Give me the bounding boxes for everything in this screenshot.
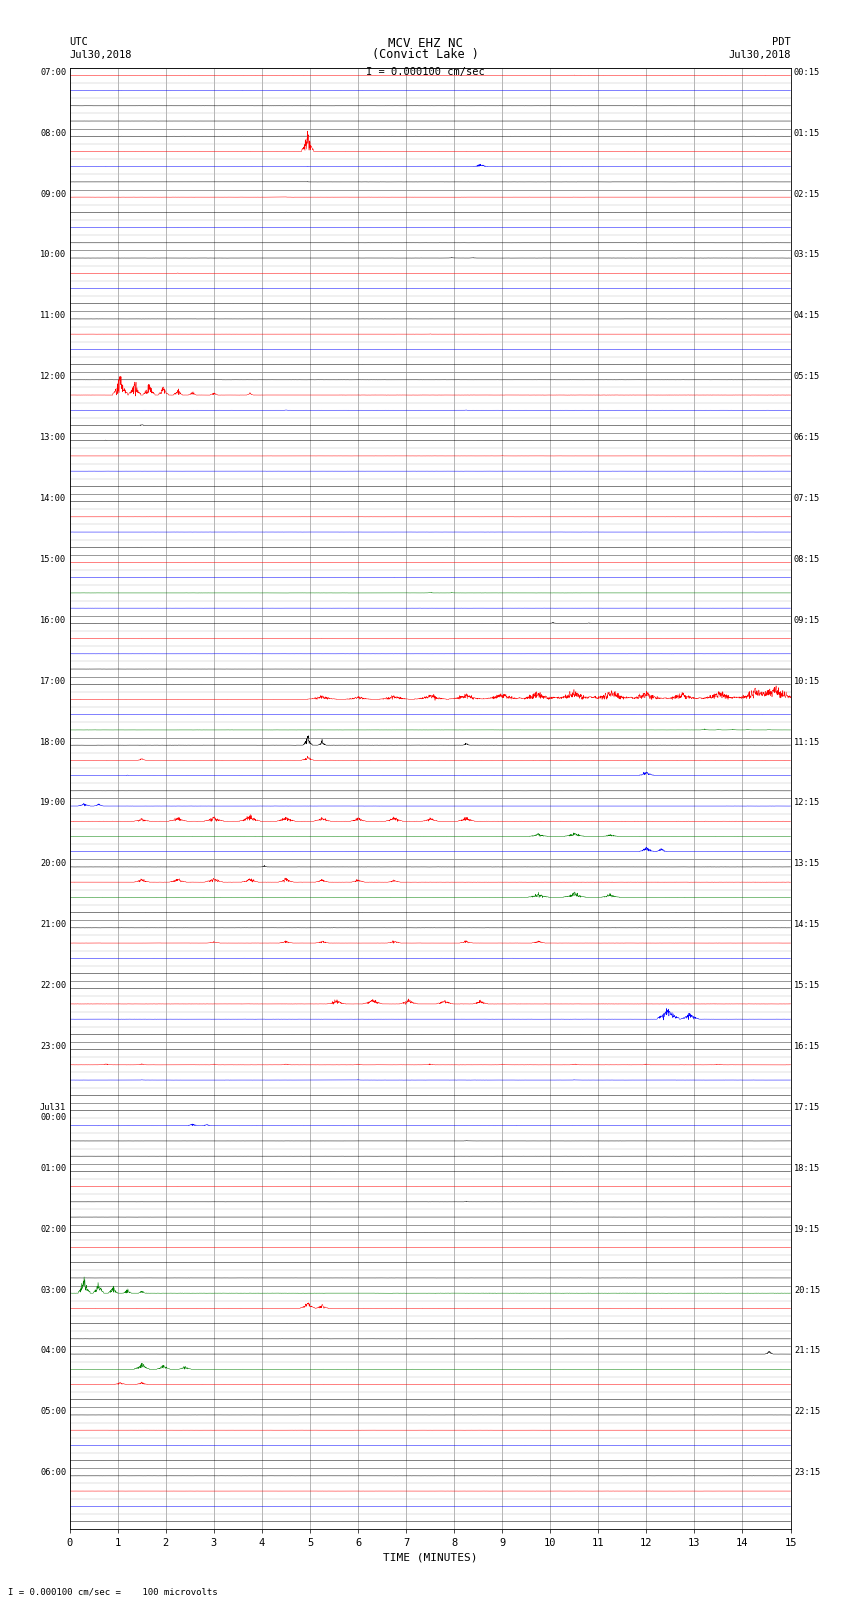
Text: 06:00: 06:00 [40,1468,66,1478]
Text: 16:00: 16:00 [40,616,66,624]
Text: 11:00: 11:00 [40,311,66,321]
Text: 08:00: 08:00 [40,129,66,137]
Text: 23:00: 23:00 [40,1042,66,1052]
Text: 17:00: 17:00 [40,677,66,686]
Text: 00:15: 00:15 [794,68,820,77]
Text: 05:00: 05:00 [40,1407,66,1416]
Text: Jul30,2018: Jul30,2018 [728,50,791,60]
Text: 02:15: 02:15 [794,190,820,198]
Text: 16:15: 16:15 [794,1042,820,1052]
Text: 08:15: 08:15 [794,555,820,565]
Text: 15:00: 15:00 [40,555,66,565]
Text: 13:15: 13:15 [794,860,820,868]
Text: I = 0.000100 cm/sec =    100 microvolts: I = 0.000100 cm/sec = 100 microvolts [8,1587,218,1597]
X-axis label: TIME (MINUTES): TIME (MINUTES) [382,1552,478,1563]
Text: 03:15: 03:15 [794,250,820,260]
Text: 05:15: 05:15 [794,373,820,381]
Text: 02:00: 02:00 [40,1224,66,1234]
Text: 23:15: 23:15 [794,1468,820,1478]
Text: 15:15: 15:15 [794,981,820,990]
Text: 21:00: 21:00 [40,919,66,929]
Text: 13:00: 13:00 [40,434,66,442]
Text: 12:15: 12:15 [794,798,820,808]
Text: 20:00: 20:00 [40,860,66,868]
Text: 21:15: 21:15 [794,1347,820,1355]
Text: 07:15: 07:15 [794,494,820,503]
Text: 11:15: 11:15 [794,737,820,747]
Text: 19:15: 19:15 [794,1224,820,1234]
Text: 07:00: 07:00 [40,68,66,77]
Text: 00:00: 00:00 [40,1113,66,1121]
Text: 01:15: 01:15 [794,129,820,137]
Text: Jul30,2018: Jul30,2018 [70,50,133,60]
Text: 04:00: 04:00 [40,1347,66,1355]
Text: 18:00: 18:00 [40,737,66,747]
Text: 22:15: 22:15 [794,1407,820,1416]
Text: UTC: UTC [70,37,88,47]
Text: 09:15: 09:15 [794,616,820,624]
Text: 10:00: 10:00 [40,250,66,260]
Text: 12:00: 12:00 [40,373,66,381]
Text: 18:15: 18:15 [794,1165,820,1173]
Text: 20:15: 20:15 [794,1286,820,1295]
Text: 06:15: 06:15 [794,434,820,442]
Text: Jul31: Jul31 [40,1103,66,1111]
Text: I = 0.000100 cm/sec: I = 0.000100 cm/sec [366,68,484,77]
Text: 10:15: 10:15 [794,677,820,686]
Text: 09:00: 09:00 [40,190,66,198]
Text: 19:00: 19:00 [40,798,66,808]
Text: (Convict Lake ): (Convict Lake ) [371,48,479,61]
Text: 17:15: 17:15 [794,1103,820,1111]
Text: PDT: PDT [772,37,791,47]
Text: 01:00: 01:00 [40,1165,66,1173]
Text: 14:00: 14:00 [40,494,66,503]
Text: 22:00: 22:00 [40,981,66,990]
Text: 04:15: 04:15 [794,311,820,321]
Text: 14:15: 14:15 [794,919,820,929]
Text: MCV EHZ NC: MCV EHZ NC [388,37,462,50]
Text: 03:00: 03:00 [40,1286,66,1295]
